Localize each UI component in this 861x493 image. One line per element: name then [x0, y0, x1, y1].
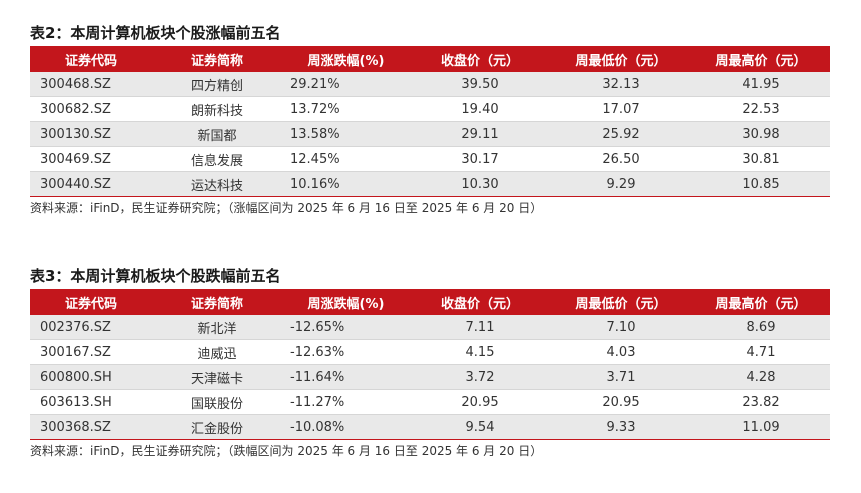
- table3-header-change: 周涨跌幅(%): [307, 296, 385, 312]
- cell-close: 9.54: [465, 419, 495, 435]
- cell-close: 20.95: [461, 394, 499, 410]
- table2-header-high: 周最高价（元）: [715, 53, 807, 69]
- cell-high: 4.71: [746, 344, 776, 360]
- table-row: 300469.SZ 信息发展 12.45% 30.17 26.50 30.81: [30, 146, 830, 172]
- table2-header-low: 周最低价（元）: [575, 53, 667, 69]
- cell-change: 12.45%: [290, 151, 340, 167]
- cell-low: 4.03: [606, 344, 636, 360]
- cell-high: 30.81: [742, 151, 780, 167]
- cell-close: 3.72: [465, 369, 495, 385]
- cell-high: 41.95: [742, 76, 780, 92]
- cell-low: 9.33: [606, 419, 636, 435]
- table-row: 300682.SZ 朗新科技 13.72% 19.40 17.07 22.53: [30, 96, 830, 122]
- cell-code: 300130.SZ: [40, 126, 111, 142]
- table3-source-note: 资料来源：iFinD，民生证券研究院；（跌幅区间为 2025 年 6 月 16 …: [30, 444, 543, 458]
- cell-high: 10.85: [742, 176, 780, 192]
- table2-header-row: 证券代码 证券简称 周涨跌幅(%) 收盘价（元） 周最低价（元） 周最高价（元）: [30, 46, 830, 72]
- table2-header-close: 收盘价（元）: [440, 53, 519, 69]
- cell-low: 3.71: [606, 369, 636, 385]
- cell-code: 002376.SZ: [40, 319, 111, 335]
- table2-header-change: 周涨跌幅(%): [307, 53, 385, 69]
- cell-change: 13.58%: [290, 126, 340, 142]
- table3-header-name: 证券简称: [190, 296, 243, 312]
- table3-header-code: 证券代码: [64, 296, 117, 312]
- cell-code: 603613.SH: [40, 394, 112, 410]
- cell-change: -11.27%: [290, 394, 345, 410]
- cell-change: 13.72%: [290, 101, 340, 117]
- table-row: 300130.SZ 新国都 13.58% 29.11 25.92 30.98: [30, 121, 830, 147]
- cell-name: 信息发展: [190, 153, 243, 169]
- table3-header-low: 周最低价（元）: [575, 296, 667, 312]
- cell-change: -10.08%: [290, 419, 345, 435]
- table2-source-note: 资料来源：iFinD，民生证券研究院；（涨幅区间为 2025 年 6 月 16 …: [30, 201, 543, 215]
- cell-high: 22.53: [742, 101, 780, 117]
- table-row: 002376.SZ 新北洋 -12.65% 7.11 7.10 8.69: [30, 315, 830, 340]
- cell-low: 26.50: [602, 151, 640, 167]
- table-row: 300167.SZ 迪威迅 -12.63% 4.15 4.03 4.71: [30, 339, 830, 365]
- cell-code: 300440.SZ: [40, 176, 111, 192]
- cell-name: 新北洋: [197, 321, 237, 337]
- table-row: 300440.SZ 运达科技 10.16% 10.30 9.29 10.85: [30, 171, 830, 197]
- table-row: 603613.SH 国联股份 -11.27% 20.95 20.95 23.82: [30, 389, 830, 415]
- cell-code: 300167.SZ: [40, 344, 111, 360]
- table2-header-name: 证券简称: [190, 53, 243, 69]
- cell-change: -12.63%: [290, 344, 345, 360]
- cell-low: 7.10: [606, 319, 636, 335]
- table-row: 300468.SZ 四方精创 29.21% 39.50 32.13 41.95: [30, 72, 830, 97]
- cell-low: 9.29: [606, 176, 636, 192]
- table2-title: 表2：本周计算机板块个股涨幅前五名: [30, 24, 281, 42]
- cell-high: 30.98: [742, 126, 780, 142]
- cell-code: 600800.SH: [40, 369, 112, 385]
- cell-name: 朗新科技: [190, 103, 243, 119]
- cell-close: 29.11: [461, 126, 499, 142]
- cell-name: 国联股份: [190, 396, 243, 412]
- table3-header-row: 证券代码 证券简称 周涨跌幅(%) 收盘价（元） 周最低价（元） 周最高价（元）: [30, 289, 830, 315]
- cell-change: -11.64%: [290, 369, 345, 385]
- table3-title: 表3：本周计算机板块个股跌幅前五名: [30, 267, 281, 285]
- cell-code: 300469.SZ: [40, 151, 111, 167]
- table3-section: 表3：本周计算机板块个股跌幅前五名 证券代码 证券简称 周涨跌幅(%) 收盘价（…: [30, 263, 830, 464]
- cell-name: 天津磁卡: [190, 371, 243, 387]
- cell-low: 20.95: [602, 394, 640, 410]
- table3-header-close: 收盘价（元）: [440, 296, 519, 312]
- cell-close: 4.15: [465, 344, 495, 360]
- table-row: 300368.SZ 汇金股份 -10.08% 9.54 9.33 11.09: [30, 414, 830, 440]
- table2-section: 表2：本周计算机板块个股涨幅前五名 证券代码 证券简称 周涨跌幅(%) 收盘价（…: [30, 20, 830, 221]
- cell-close: 30.17: [461, 151, 499, 167]
- cell-name: 新国都: [197, 128, 237, 144]
- cell-name: 四方精创: [190, 78, 243, 94]
- cell-code: 300682.SZ: [40, 101, 111, 117]
- cell-low: 25.92: [602, 126, 640, 142]
- cell-close: 19.40: [461, 101, 499, 117]
- cell-high: 8.69: [746, 319, 776, 335]
- table-row: 600800.SH 天津磁卡 -11.64% 3.72 3.71 4.28: [30, 364, 830, 390]
- table2: 证券代码 证券简称 周涨跌幅(%) 收盘价（元） 周最低价（元） 周最高价（元）…: [30, 46, 830, 197]
- table3-header-high: 周最高价（元）: [715, 296, 807, 312]
- cell-change: 10.16%: [290, 176, 340, 192]
- cell-close: 10.30: [461, 176, 499, 192]
- cell-high: 4.28: [746, 369, 776, 385]
- cell-low: 17.07: [602, 101, 640, 117]
- cell-change: -12.65%: [290, 319, 345, 335]
- table2-header-code: 证券代码: [64, 53, 117, 69]
- cell-code: 300368.SZ: [40, 419, 111, 435]
- cell-name: 迪威迅: [197, 346, 237, 362]
- cell-high: 23.82: [742, 394, 780, 410]
- cell-name: 汇金股份: [190, 421, 243, 437]
- cell-name: 运达科技: [190, 178, 243, 194]
- cell-change: 29.21%: [290, 76, 340, 92]
- cell-close: 39.50: [461, 76, 499, 92]
- cell-high: 11.09: [742, 419, 780, 435]
- cell-low: 32.13: [602, 76, 640, 92]
- table3: 证券代码 证券简称 周涨跌幅(%) 收盘价（元） 周最低价（元） 周最高价（元）…: [30, 289, 830, 440]
- cell-close: 7.11: [465, 319, 495, 335]
- cell-code: 300468.SZ: [40, 76, 111, 92]
